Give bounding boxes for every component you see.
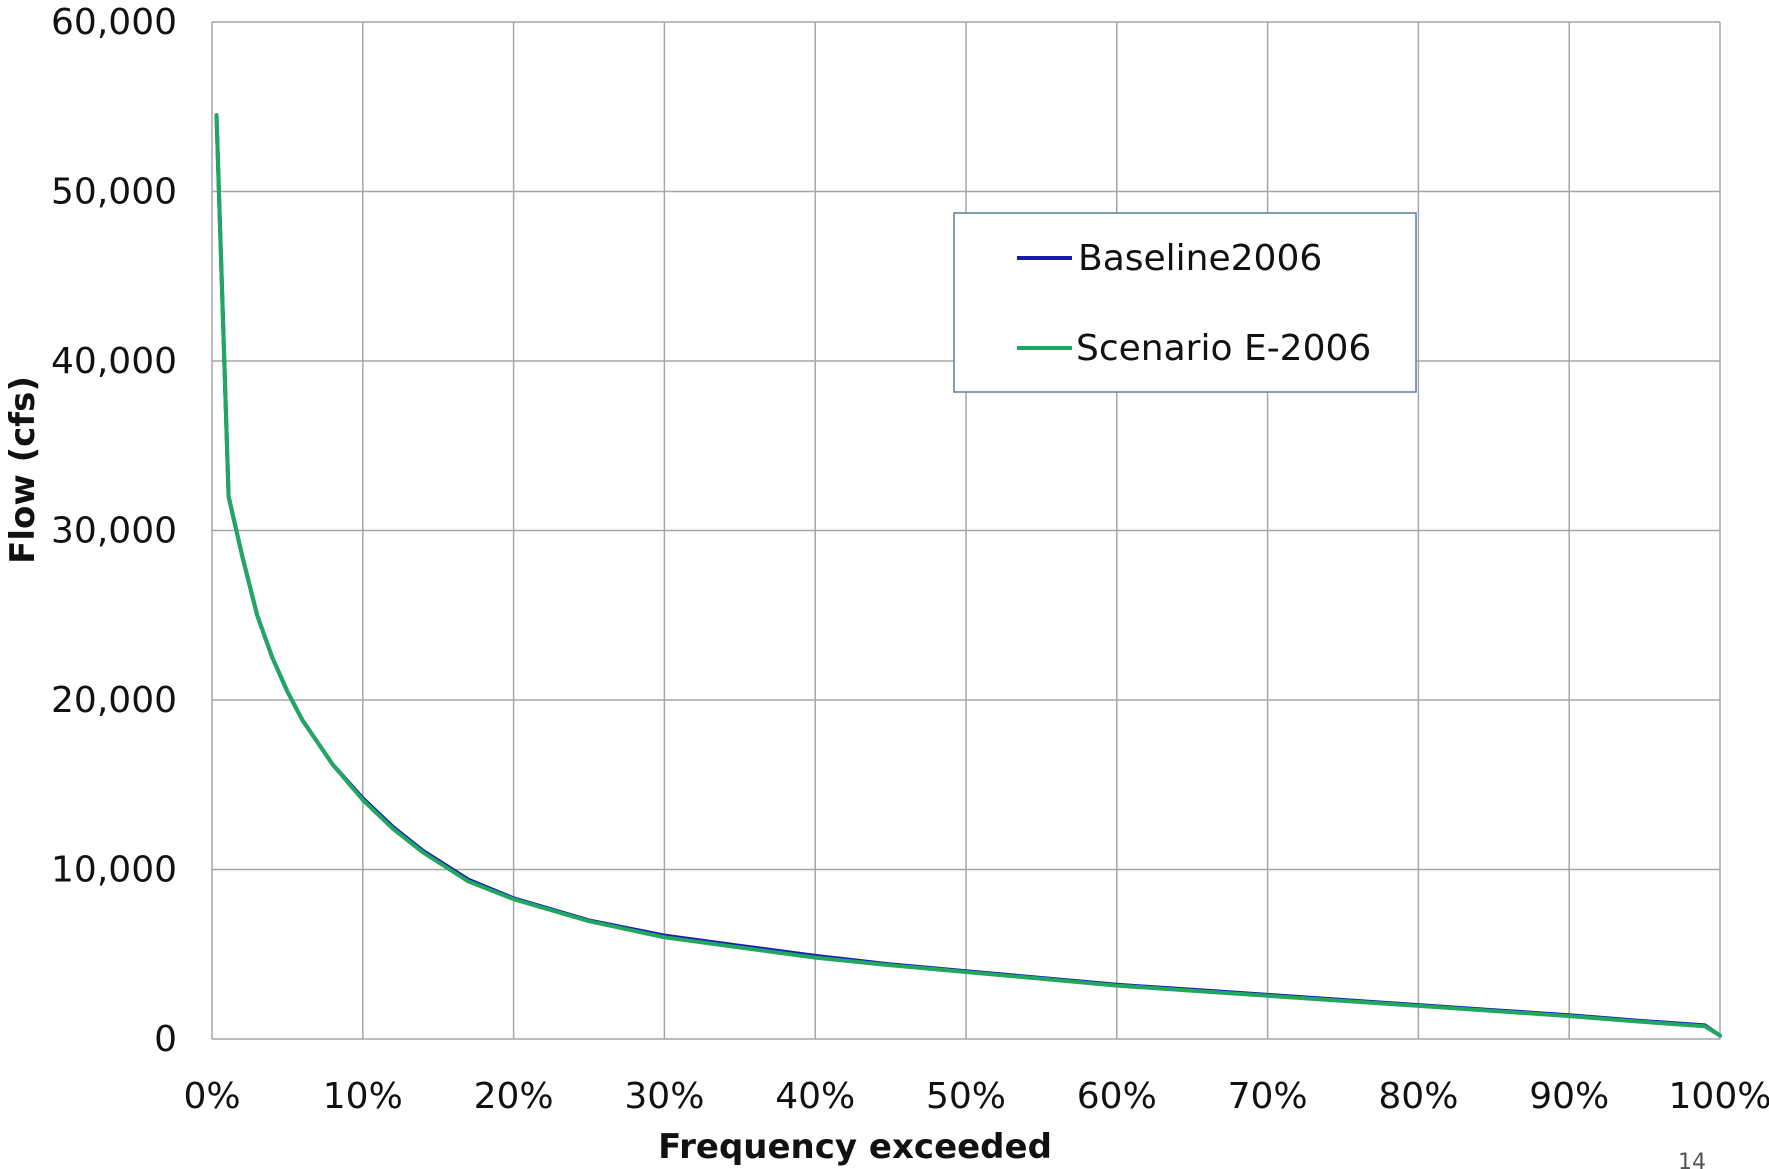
y-tick-label: 40,000	[51, 341, 177, 382]
legend-label-baseline2006: Baseline2006	[1078, 238, 1322, 279]
x-tick-label: 80%	[1378, 1076, 1458, 1117]
y-tick-label: 20,000	[51, 680, 177, 721]
y-axis-ticks: 0 10,000 20,000 30,000 40,000 50,000 60,000	[51, 2, 177, 1060]
x-tick-label: 100%	[1669, 1076, 1769, 1117]
x-axis-ticks: 0% 10% 20% 30% 40% 50% 60% 70% 80% 90% 100%	[183, 1076, 1769, 1117]
page-number: 14	[1678, 1150, 1706, 1169]
legend-label-scenario-e-2006: Scenario E-2006	[1076, 328, 1371, 369]
x-tick-label: 60%	[1077, 1076, 1157, 1117]
y-tick-label: 50,000	[51, 172, 177, 213]
chart-series	[214, 113, 1722, 1038]
series-line-scenario-e-2006	[214, 113, 1722, 1038]
chart-grid	[211, 21, 1721, 1040]
y-tick-label: 0	[154, 1019, 177, 1060]
x-tick-label: 50%	[926, 1076, 1006, 1117]
x-tick-label: 10%	[323, 1076, 403, 1117]
x-tick-label: 70%	[1228, 1076, 1308, 1117]
y-axis-title: Flow (cfs)	[3, 376, 43, 564]
y-tick-label: 60,000	[51, 2, 177, 43]
y-tick-label: 10,000	[51, 850, 177, 891]
x-tick-label: 20%	[474, 1076, 554, 1117]
x-tick-label: 30%	[624, 1076, 704, 1117]
x-tick-label: 0%	[183, 1076, 240, 1117]
y-tick-label: 30,000	[51, 511, 177, 552]
x-tick-label: 40%	[775, 1076, 855, 1117]
x-axis-title: Frequency exceeded	[658, 1127, 1052, 1167]
chart-legend: Baseline2006 Scenario E-2006	[953, 212, 1417, 393]
x-tick-label: 90%	[1529, 1076, 1609, 1117]
legend-box	[953, 212, 1417, 393]
